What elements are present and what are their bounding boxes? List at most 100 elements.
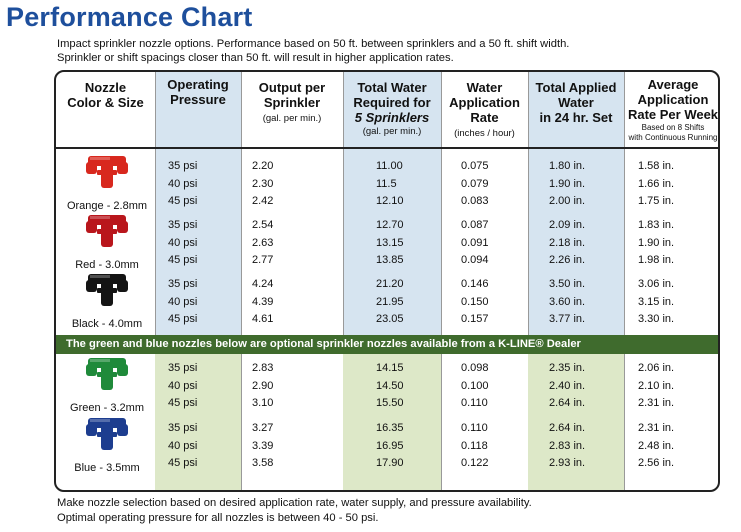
table-cell: 2.30 — [252, 177, 274, 190]
table-cell: 2.31 in. — [638, 397, 675, 409]
header-weekly: Average Application Rate Per Week Based … — [624, 72, 719, 149]
page-title: Performance Chart — [6, 2, 253, 32]
header-rate-unit: (inches / hour) — [454, 128, 515, 139]
table-cell: 35 psi — [168, 422, 198, 434]
header-weekly-note: Based on 8 Shifts with Continuous Runnin… — [628, 123, 718, 142]
table-cell: 3.06 in. — [638, 278, 675, 290]
table-cell: 2.18 in. — [549, 236, 586, 249]
table-cell: 16.35 — [376, 422, 404, 434]
table-cell: 0.091 — [461, 236, 489, 249]
footer-line: Make nozzle selection based on desired a… — [57, 497, 532, 509]
header-applied: Total Applied Water in 24 hr. Set — [528, 72, 624, 149]
table-cell: 1.66 in. — [638, 177, 675, 190]
nozzle-icon — [86, 156, 128, 188]
table-cell: 2.40 in. — [549, 379, 586, 392]
table-cell: 0.079 — [461, 177, 489, 190]
table-cell: 3.50 in. — [549, 278, 586, 290]
table-cell: 2.56 in. — [638, 457, 675, 469]
nozzle-icon — [86, 358, 128, 390]
table-cell: 35 psi — [168, 160, 198, 172]
performance-table: Nozzle Color & Size Operating Pressure O… — [54, 70, 720, 492]
table-cell: 4.39 — [252, 295, 274, 308]
table-cell: 45 psi — [168, 254, 198, 266]
table-cell: 35 psi — [168, 362, 198, 374]
table-cell: 45 psi — [168, 195, 198, 207]
header-nozzle-label: Nozzle Color & Size — [67, 80, 144, 110]
table-cell: 0.094 — [461, 254, 489, 266]
table-cell: 1.90 in. — [549, 177, 586, 190]
table-cell: 3.30 in. — [638, 313, 675, 325]
optional-nozzles-banner: The green and blue nozzles below are opt… — [56, 335, 718, 354]
header-pressure: Operating Pressure — [155, 72, 241, 149]
table-cell: 1.75 in. — [638, 195, 675, 207]
table-cell: 40 psi — [168, 236, 198, 249]
table-cell: 1.83 in. — [638, 219, 675, 231]
table-cell: 2.54 — [252, 219, 274, 231]
intro-line: Impact sprinkler nozzle options. Perform… — [57, 38, 570, 50]
table-cell: 2.64 in. — [549, 422, 586, 434]
table-cell: 15.50 — [376, 397, 404, 409]
nozzle-label: Green - 3.2mm — [70, 402, 144, 414]
table-cell: 2.63 — [252, 236, 274, 249]
table-cell: 2.90 — [252, 379, 274, 392]
table-cell: 17.90 — [376, 457, 404, 469]
header-applied-label: Total Applied Water in 24 hr. Set — [535, 80, 617, 125]
table-cell: 1.98 in. — [638, 254, 675, 266]
header-rate-label: Water Application Rate — [449, 80, 520, 125]
table-cell: 40 psi — [168, 439, 198, 452]
table-cell: 2.48 in. — [638, 439, 675, 452]
table-cell: 0.100 — [461, 379, 489, 392]
header-nozzle: Nozzle Color & Size — [56, 72, 155, 149]
table-cell: 14.50 — [376, 379, 404, 392]
nozzle-label: Black - 4.0mm — [71, 318, 143, 330]
table-cell: 45 psi — [168, 397, 198, 409]
table-cell: 3.60 in. — [549, 295, 586, 308]
header-total-water-unit: (gal. per min.) — [362, 126, 422, 137]
table-cell: 0.087 — [461, 219, 489, 231]
table-cell: 13.15 — [376, 236, 404, 249]
header-total-water-label: Total Water Required for — [353, 80, 431, 110]
table-cell: 2.20 — [252, 160, 274, 172]
table-cell: 2.64 in. — [549, 397, 586, 409]
header-output-unit: (gal. per min.) — [262, 113, 322, 124]
table-cell: 13.85 — [376, 254, 404, 266]
table-cell: 3.10 — [252, 397, 274, 409]
table-cell: 35 psi — [168, 219, 198, 231]
nozzle-label: Blue - 3.5mm — [74, 462, 140, 474]
table-cell: 40 psi — [168, 295, 198, 308]
table-cell: 0.075 — [461, 160, 489, 172]
intro-text: Impact sprinkler nozzle options. Perform… — [57, 37, 657, 65]
table-cell: 1.58 in. — [638, 160, 675, 172]
header-total-water-em: 5 Sprinklers — [354, 110, 430, 125]
footer-line: Optimal operating pressure for all nozzl… — [57, 512, 379, 524]
table-cell: 12.70 — [376, 219, 404, 231]
table-cell: 40 psi — [168, 379, 198, 392]
header-output: Output per Sprinkler (gal. per min.) — [241, 72, 343, 149]
nozzle-label: Red - 3.0mm — [75, 259, 139, 271]
footer-notes: Make nozzle selection based on desired a… — [57, 496, 532, 526]
table-cell: 2.00 in. — [549, 195, 586, 207]
header-weekly-label: Average Application Rate Per Week — [627, 77, 719, 122]
table-cell: 1.90 in. — [638, 236, 675, 249]
table-cell: 2.06 in. — [638, 362, 675, 374]
table-cell: 0.098 — [461, 362, 489, 374]
table-cell: 11.00 — [376, 160, 403, 172]
table-cell: 16.95 — [376, 439, 404, 452]
table-cell: 2.35 in. — [549, 362, 586, 374]
header-output-label: Output per Sprinkler — [258, 80, 326, 110]
table-cell: 3.39 — [252, 439, 274, 452]
table-cell: 2.77 — [252, 254, 274, 266]
table-cell: 11.5 — [376, 177, 397, 190]
table-cell: 4.24 — [252, 278, 274, 290]
table-cell: 1.80 in. — [549, 160, 586, 172]
table-cell: 0.150 — [461, 295, 489, 308]
table-cell: 2.31 in. — [638, 422, 675, 434]
header-total-water: Total Water Required for 5 Sprinklers (g… — [343, 72, 441, 149]
table-cell: 0.157 — [461, 313, 489, 325]
table-cell: 0.110 — [461, 397, 488, 409]
header-rate: Water Application Rate (inches / hour) — [441, 72, 528, 149]
intro-line: Sprinkler or shift spacings closer than … — [57, 52, 454, 64]
table-cell: 3.58 — [252, 457, 274, 469]
table-cell: 3.15 in. — [638, 295, 675, 308]
table-cell: 3.77 in. — [549, 313, 586, 325]
